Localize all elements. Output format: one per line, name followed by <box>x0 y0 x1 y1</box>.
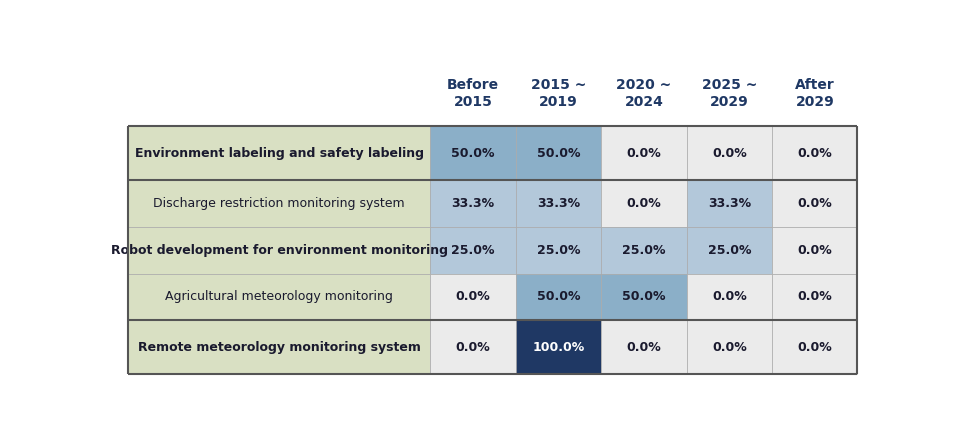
Bar <box>602 126 687 180</box>
Text: Robot development for environment monitoring: Robot development for environment monito… <box>111 244 448 257</box>
Text: 0.0%: 0.0% <box>712 147 747 160</box>
Text: 33.3%: 33.3% <box>452 197 495 210</box>
Text: 0.0%: 0.0% <box>627 341 661 354</box>
Text: Before
2015: Before 2015 <box>447 78 499 109</box>
Text: Environment labeling and safety labeling: Environment labeling and safety labeling <box>135 147 424 160</box>
Text: 0.0%: 0.0% <box>798 341 832 354</box>
Bar <box>516 227 602 273</box>
Bar <box>687 273 772 320</box>
Bar <box>687 320 772 374</box>
Bar <box>772 273 857 320</box>
Text: 50.0%: 50.0% <box>452 147 495 160</box>
Bar <box>602 227 687 273</box>
Text: 0.0%: 0.0% <box>627 197 661 210</box>
Bar <box>431 126 516 180</box>
Bar <box>516 126 602 180</box>
Text: 0.0%: 0.0% <box>456 341 490 354</box>
Text: 0.0%: 0.0% <box>712 290 747 303</box>
Text: 2015 ~
2019: 2015 ~ 2019 <box>530 78 586 109</box>
Text: 0.0%: 0.0% <box>627 147 661 160</box>
Bar <box>772 180 857 227</box>
Text: 2025 ~
2029: 2025 ~ 2029 <box>702 78 757 109</box>
Text: 25.0%: 25.0% <box>537 244 580 257</box>
Bar <box>772 227 857 273</box>
Bar <box>431 273 516 320</box>
Bar <box>602 273 687 320</box>
Bar <box>516 273 602 320</box>
Text: 25.0%: 25.0% <box>622 244 666 257</box>
Bar <box>602 320 687 374</box>
Text: Agricultural meteorology monitoring: Agricultural meteorology monitoring <box>165 290 393 303</box>
Text: 50.0%: 50.0% <box>622 290 666 303</box>
Text: After
2029: After 2029 <box>795 78 835 109</box>
Text: 50.0%: 50.0% <box>537 290 580 303</box>
Text: 0.0%: 0.0% <box>456 290 490 303</box>
Text: Remote meteorology monitoring system: Remote meteorology monitoring system <box>137 341 421 354</box>
Text: 25.0%: 25.0% <box>707 244 752 257</box>
Bar <box>687 180 772 227</box>
Bar <box>772 126 857 180</box>
Bar <box>128 273 431 320</box>
Bar <box>516 180 602 227</box>
Text: 0.0%: 0.0% <box>798 244 832 257</box>
Text: 100.0%: 100.0% <box>532 341 584 354</box>
Bar <box>431 320 516 374</box>
Text: 25.0%: 25.0% <box>452 244 495 257</box>
Text: 0.0%: 0.0% <box>712 341 747 354</box>
Bar <box>128 180 431 227</box>
Bar <box>128 320 431 374</box>
Text: 2020 ~
2024: 2020 ~ 2024 <box>616 78 672 109</box>
Bar <box>431 180 516 227</box>
Bar <box>128 227 431 273</box>
Bar <box>128 126 431 180</box>
Text: Discharge restriction monitoring system: Discharge restriction monitoring system <box>153 197 405 210</box>
Text: 0.0%: 0.0% <box>798 147 832 160</box>
Text: 50.0%: 50.0% <box>537 147 580 160</box>
Bar <box>687 227 772 273</box>
Bar <box>602 180 687 227</box>
Text: 33.3%: 33.3% <box>537 197 580 210</box>
Bar <box>516 320 602 374</box>
Bar <box>772 320 857 374</box>
Text: 33.3%: 33.3% <box>708 197 751 210</box>
Text: 0.0%: 0.0% <box>798 290 832 303</box>
Text: 0.0%: 0.0% <box>798 197 832 210</box>
Bar <box>431 227 516 273</box>
Bar <box>687 126 772 180</box>
